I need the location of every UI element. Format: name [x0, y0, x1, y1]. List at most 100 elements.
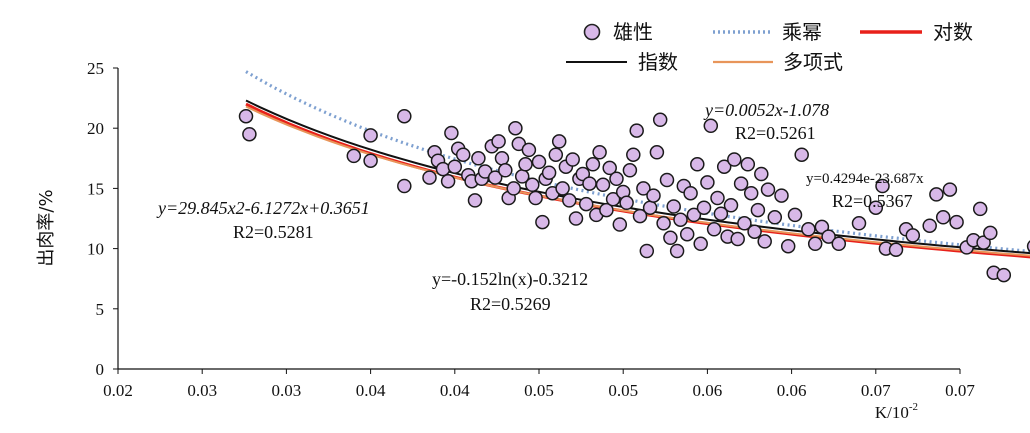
scatter-point — [455, 147, 471, 162]
x-tick-label: 0.06 — [693, 381, 723, 400]
scatter-point — [629, 123, 644, 138]
scatter-point — [949, 214, 964, 230]
scatter-point — [646, 188, 661, 203]
scatter-point — [447, 159, 463, 174]
scatter-point — [652, 112, 668, 128]
y-tick-label: 0 — [96, 360, 105, 379]
scatter-point — [737, 216, 752, 231]
scatter-point — [972, 201, 988, 217]
x-tick-label: 0.03 — [272, 381, 302, 400]
linear-r2: R2=0.5261 — [735, 123, 816, 143]
power-equation: y=0.4294e-23.687x — [806, 171, 924, 187]
legend-label-male: 雄性 — [613, 20, 653, 44]
scatter-point — [730, 231, 745, 247]
scatter-point — [525, 177, 540, 193]
scatter-point — [922, 218, 937, 233]
scatter-point — [649, 145, 665, 160]
scatter-point — [683, 185, 698, 201]
scatter-point — [508, 120, 523, 136]
scatter-point — [760, 182, 776, 197]
scatter-point — [535, 214, 550, 230]
x-tick-label: 0.03 — [187, 381, 217, 400]
scatter-point — [750, 202, 766, 218]
legend-label-power: 乘幂 — [782, 20, 822, 44]
scatter-point — [487, 170, 503, 185]
scatter-point — [1026, 240, 1030, 253]
scatter-point — [747, 224, 762, 239]
legend-item-log: 对数 — [860, 20, 973, 44]
scatter-point — [659, 172, 675, 188]
x-tick-label: 0.06 — [777, 381, 807, 400]
x-tick-label: 0.04 — [440, 381, 470, 400]
scatter-point — [868, 200, 884, 215]
scatter-point — [666, 199, 681, 214]
scatter-point — [821, 229, 836, 244]
legend-marker-male — [583, 23, 601, 41]
scatter-point — [716, 159, 732, 174]
log-equation: y=-0.152ln(x)-0.3212 — [432, 269, 588, 290]
scatter-point — [555, 181, 570, 196]
scatter-point — [602, 160, 617, 176]
scatter-point — [422, 170, 437, 185]
scatter-point — [518, 157, 533, 172]
scatter-point — [471, 151, 486, 166]
equation-annotations: y=0.0052x-1.078 R2=0.5261 y=0.4294e-23.6… — [156, 100, 924, 314]
scatter-point — [609, 171, 624, 187]
legend-item-poly: 多项式 — [713, 50, 843, 74]
legend-item-exp: 指数 — [566, 50, 678, 74]
scatter-point — [888, 242, 904, 258]
legend-label-poly: 多项式 — [783, 50, 843, 74]
scatter-point — [397, 108, 412, 124]
scatter-point — [636, 181, 651, 196]
scatter-point — [541, 165, 557, 180]
scatter-point — [440, 173, 456, 189]
scatter-point — [397, 178, 412, 194]
scatter-point — [851, 216, 867, 231]
scatter-point — [690, 157, 705, 172]
scatter-point — [905, 228, 921, 243]
scatter-point — [696, 200, 712, 215]
scatter-point — [551, 134, 567, 149]
scatter-point — [238, 108, 254, 124]
scatter-point — [935, 210, 951, 225]
y-tick-label: 20 — [87, 119, 104, 138]
scatter-point — [622, 163, 638, 178]
scatter-point — [605, 191, 621, 207]
tick-labels: 0.02 0.03 0.03 0.04 0.04 0.05 0.05 0.06 0.06 0.07… — [87, 59, 975, 400]
scatter-point — [693, 236, 708, 252]
scatter-point — [578, 196, 594, 212]
scatter-points — [238, 108, 1030, 283]
scatter-point — [703, 118, 719, 134]
scatter-point — [548, 147, 564, 162]
scatter-point — [787, 207, 803, 223]
scatter-point — [568, 211, 584, 226]
scatter-point — [599, 202, 614, 218]
scatter-point — [494, 151, 510, 166]
scatter-point — [673, 212, 688, 227]
scatter-point — [363, 128, 378, 143]
scatter-point — [521, 142, 537, 158]
y-axis-title: 出肉率/% — [36, 189, 57, 266]
trend-lines — [245, 70, 1030, 259]
legend-item-male: 雄性 — [583, 20, 653, 44]
x-tick-label: 0.05 — [608, 381, 638, 400]
scatter-point — [713, 206, 729, 221]
scatter-point — [612, 217, 628, 232]
scatter-point — [767, 210, 783, 225]
legend: 雄性 乘幂 对数 指数 多项式 — [566, 20, 973, 74]
legend-item-power: 乘幂 — [713, 20, 822, 44]
scatter-point — [801, 222, 816, 237]
scatter-point — [592, 145, 607, 160]
scatter-point — [723, 198, 739, 213]
scatter-point — [706, 222, 722, 237]
scatter-point — [467, 193, 483, 208]
scatter-point — [929, 187, 944, 202]
scatter-point — [780, 238, 796, 254]
scatter-point — [656, 216, 671, 231]
power-r2: R2=0.5367 — [832, 191, 913, 211]
scatter-point — [491, 134, 506, 149]
x-tick-label: 0.07 — [945, 381, 975, 400]
scatter-point — [639, 243, 655, 259]
scatter-point — [595, 177, 611, 193]
trend-line-指数 — [245, 99, 1030, 255]
